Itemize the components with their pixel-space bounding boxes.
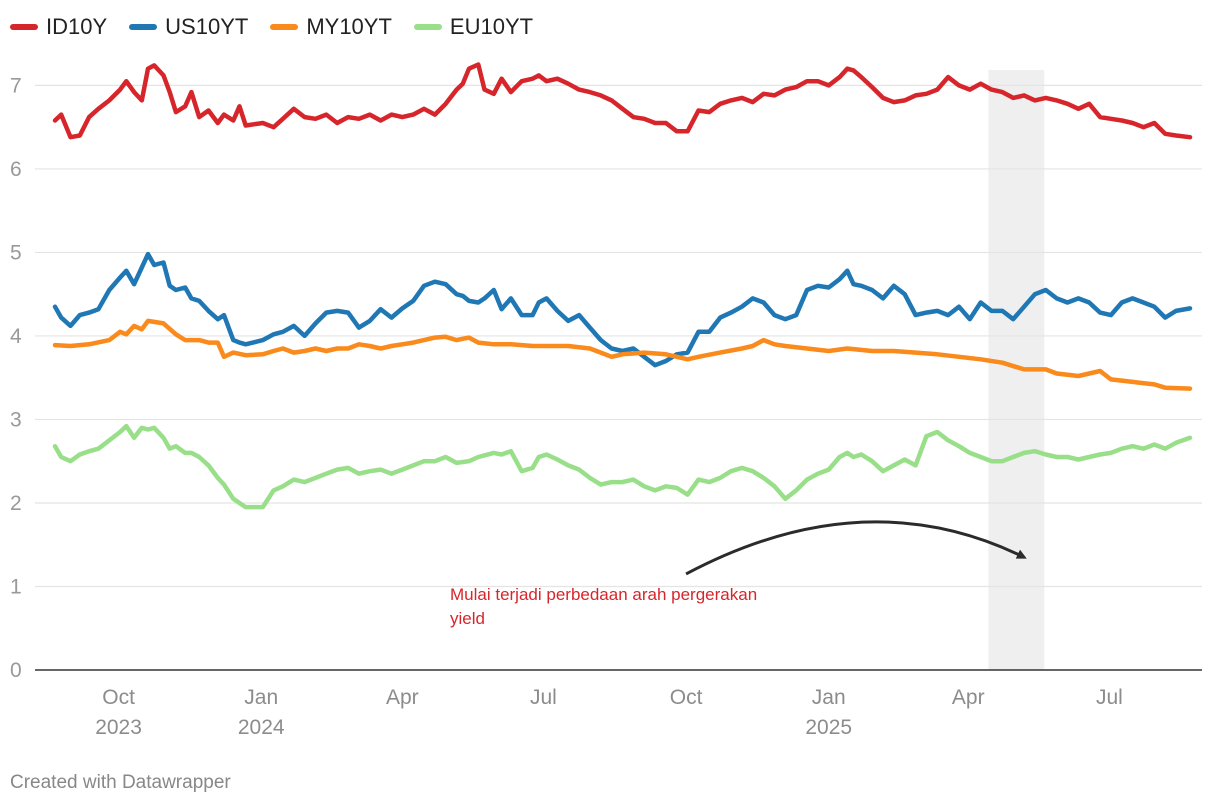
y-tick-label: 1 xyxy=(10,575,22,598)
legend-swatch-us10yt xyxy=(129,24,158,30)
x-tick-label: Jul xyxy=(530,686,557,709)
y-tick-label: 2 xyxy=(10,492,22,515)
y-tick-label: 7 xyxy=(10,74,22,97)
y-tick-label: 6 xyxy=(10,158,22,181)
series-line-us10yt xyxy=(52,251,1193,368)
footer-credit: Created with Datawrapper xyxy=(10,772,231,793)
series-line-eu10yt xyxy=(52,423,1193,510)
x-tick-label: Apr xyxy=(952,686,985,709)
legend-swatch-id10y xyxy=(10,24,38,30)
legend: ID10Y US10YT MY10YT EU10YT xyxy=(10,14,533,40)
legend-swatch-eu10yt xyxy=(413,24,442,30)
legend-label-us10yt: US10YT xyxy=(165,14,249,39)
legend-label-id10y: ID10Y xyxy=(46,14,108,39)
legend-item-us10yt[interactable]: US10YT xyxy=(129,14,248,40)
legend-item-eu10yt[interactable]: EU10YT xyxy=(413,14,534,40)
x-tick-year: 2025 xyxy=(805,716,852,739)
x-tick-label: Oct xyxy=(670,686,703,709)
x-tick-label: Jan xyxy=(244,686,278,709)
legend-swatch-my10yt xyxy=(270,24,299,30)
series-line-my10yt xyxy=(52,318,1193,391)
legend-item-my10yt[interactable]: MY10YT xyxy=(270,14,392,40)
x-tick-label: Oct xyxy=(102,686,135,709)
series-line-id10y xyxy=(52,62,1193,140)
y-tick-label: 5 xyxy=(10,241,22,264)
annotation-arrow xyxy=(685,520,1027,576)
x-tick-label: Jan xyxy=(812,686,846,709)
y-tick-label: 4 xyxy=(10,325,22,348)
y-tick-label: 3 xyxy=(10,408,22,431)
annotation-text: yield xyxy=(450,609,485,628)
legend-label-eu10yt: EU10YT xyxy=(449,14,534,39)
x-tick-year: 2024 xyxy=(238,716,285,739)
x-tick-label: Jul xyxy=(1096,686,1123,709)
y-tick-label: 0 xyxy=(10,659,22,682)
annotation-text: Mulai terjadi perbedaan arah pergerakan xyxy=(450,585,757,604)
legend-label-my10yt: MY10YT xyxy=(306,14,392,39)
x-tick-label: Apr xyxy=(386,686,419,709)
x-tick-year: 2023 xyxy=(95,716,142,739)
legend-item-id10y[interactable]: ID10Y xyxy=(10,14,107,40)
